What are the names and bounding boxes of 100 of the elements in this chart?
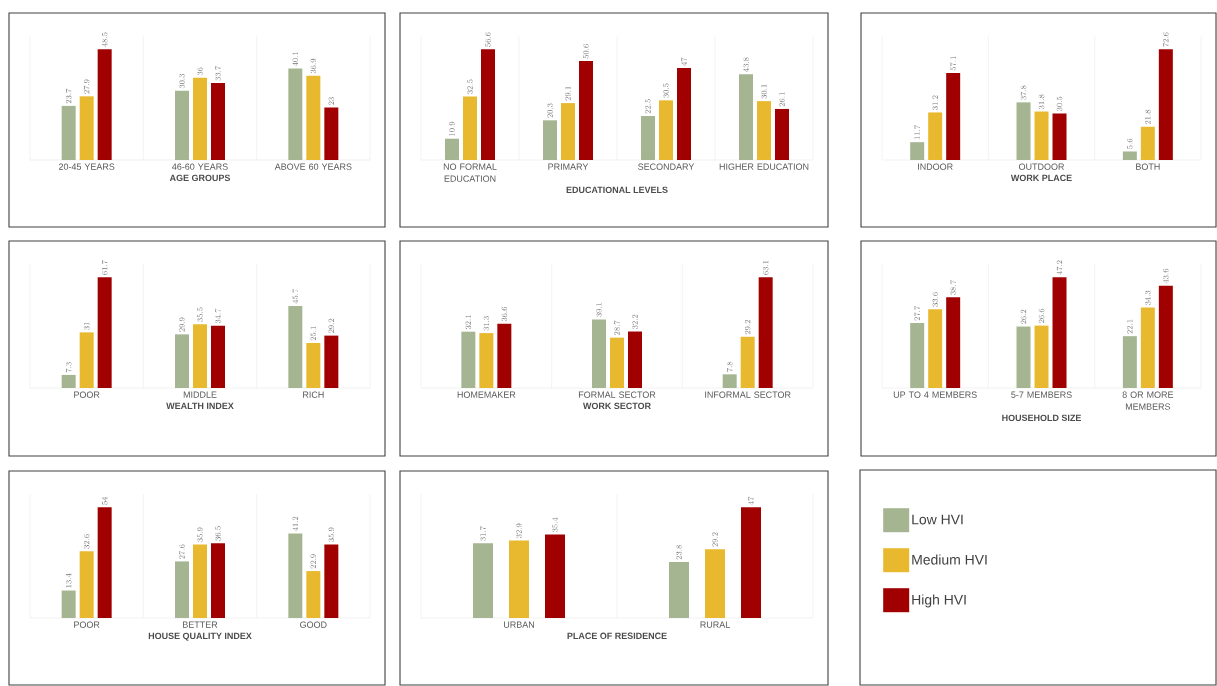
x-tick-label: RICH — [303, 391, 324, 398]
bar — [211, 325, 225, 389]
bar — [97, 277, 112, 389]
bar — [79, 551, 94, 619]
x-tick-label: UP TO 4 MEMBERS — [893, 391, 977, 398]
bar — [757, 101, 772, 161]
bar — [1158, 285, 1173, 388]
bar — [211, 543, 225, 619]
bar — [758, 277, 773, 388]
bar — [288, 533, 303, 619]
x-tick-label: NO FORMAL EDUCATION — [443, 163, 497, 182]
bar — [579, 61, 594, 161]
legend-label: High HVI — [912, 594, 966, 608]
bar — [175, 90, 189, 160]
bar — [1158, 49, 1173, 161]
bar — [545, 534, 566, 619]
bar — [481, 49, 495, 161]
bar — [1140, 126, 1155, 161]
x-axis-title: HOUSEHOLD SIZE — [1002, 414, 1081, 422]
bar — [543, 120, 558, 161]
bar — [193, 77, 207, 160]
bar — [628, 331, 643, 388]
bar — [445, 138, 459, 161]
bar — [288, 306, 303, 389]
bar — [910, 323, 925, 388]
bar — [946, 297, 961, 388]
bar — [97, 49, 112, 160]
bar — [561, 103, 576, 161]
bar — [61, 105, 76, 160]
x-axis-title: WEALTH INDEX — [166, 402, 234, 409]
bar — [641, 115, 656, 161]
bar — [324, 544, 339, 619]
bar — [61, 374, 76, 389]
bar — [928, 309, 943, 388]
x-tick-label: POOR — [74, 621, 100, 628]
bar — [1122, 151, 1137, 161]
bar — [928, 112, 943, 161]
bar — [722, 374, 737, 388]
bar — [739, 74, 754, 161]
bar — [461, 331, 476, 388]
legend-label: Medium HVI — [912, 554, 987, 565]
bar — [1140, 307, 1155, 388]
x-axis-title: WORK SECTOR — [582, 402, 651, 410]
x-tick-label: HOMEMAKER — [457, 391, 516, 398]
x-tick-label: POOR — [74, 391, 100, 398]
x-tick-label: HIGHER EDUCATION — [719, 163, 809, 170]
x-tick-label: RURAL — [700, 621, 730, 628]
bar — [1052, 113, 1067, 161]
bar — [1122, 336, 1137, 388]
bar — [1016, 326, 1031, 388]
x-tick-label: SECONDARY — [638, 163, 695, 170]
bar — [288, 68, 303, 160]
x-tick-label: URBAN — [504, 621, 534, 628]
bar — [193, 544, 207, 619]
bar — [175, 334, 189, 389]
bar — [211, 83, 225, 160]
bar — [775, 108, 790, 161]
x-tick-label: 5-7 MEMBERS — [1011, 391, 1072, 398]
bar — [509, 540, 530, 619]
bar — [1016, 102, 1031, 161]
x-tick-label: MIDDLE — [183, 391, 217, 398]
x-tick-label: OUTDOOR — [1019, 163, 1065, 170]
bar — [705, 549, 726, 619]
bar — [473, 543, 493, 619]
bar — [193, 324, 207, 389]
x-tick-label: 20-45 YEARS — [58, 163, 115, 170]
bar — [610, 337, 624, 388]
x-axis-title: EDUCATIONAL LEVELS — [566, 186, 668, 194]
bar — [479, 333, 494, 388]
bar — [1052, 277, 1067, 388]
bar — [79, 96, 94, 160]
x-tick-label: FORMAL SECTOR — [578, 391, 656, 398]
bar — [946, 72, 961, 161]
x-tick-label: INFORMAL SECTOR — [705, 391, 791, 398]
x-tick-label: BETTER — [183, 621, 218, 628]
bar — [324, 335, 339, 389]
x-tick-label: PRIMARY — [548, 163, 589, 170]
bar — [175, 561, 189, 619]
bar — [306, 75, 321, 160]
x-axis-title: AGE GROUPS — [169, 174, 231, 182]
bar — [910, 142, 925, 161]
x-tick-label: GOOD — [300, 621, 327, 628]
bar — [669, 561, 690, 619]
bar — [677, 68, 692, 161]
x-axis-title: WORK PLACE — [1010, 174, 1072, 182]
x-axis-title: PLACE OF RESIDENCE — [567, 632, 667, 639]
bar — [659, 100, 674, 161]
bar — [79, 332, 94, 389]
bar — [1034, 325, 1049, 388]
x-tick-label: 8 OR MORE MEMBERS — [1122, 391, 1174, 410]
x-tick-label: ABOVE 60 YEARS — [274, 163, 352, 170]
x-tick-label: INDOOR — [918, 163, 953, 170]
bar — [97, 507, 112, 619]
bar — [306, 571, 321, 619]
bar — [1034, 111, 1049, 161]
bar — [497, 323, 512, 388]
bar — [592, 319, 606, 388]
bar — [463, 96, 477, 161]
bar — [324, 107, 339, 160]
bar — [306, 342, 321, 389]
